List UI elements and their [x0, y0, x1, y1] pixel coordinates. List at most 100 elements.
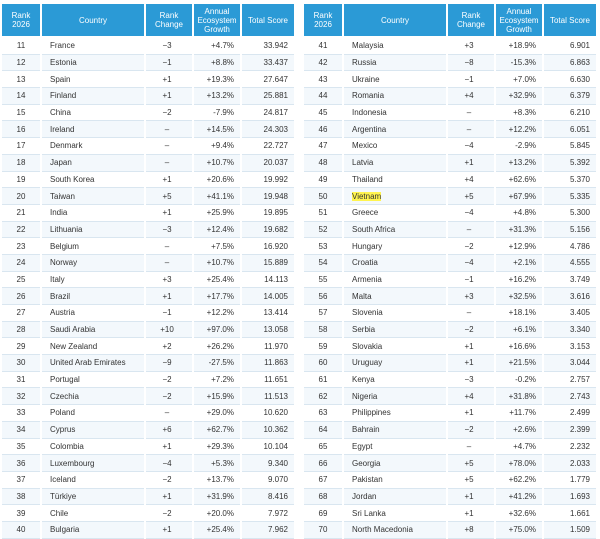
table-cell: 9.340 — [242, 455, 294, 472]
table-cell: Russia — [344, 54, 446, 72]
table-cell: −8 — [448, 54, 494, 72]
table-cell: +21.5% — [496, 355, 542, 372]
table-row: 13 Spain +1 +19.3% 27.647 — [2, 71, 294, 89]
table-cell: +29.3% — [194, 439, 240, 456]
table-cell: 3.405 — [544, 305, 596, 322]
table-cell: 44 — [304, 88, 342, 105]
table-cell: 16 — [2, 121, 40, 139]
table-cell: −1 — [146, 305, 192, 322]
table-cell: 13.414 — [242, 305, 294, 322]
table-row: 44 Romania +4 +32.9% 6.379 — [304, 88, 596, 105]
table-row: 66 Georgia +5 +78.0% 2.033 — [304, 455, 596, 472]
table-cell: +5 — [448, 188, 494, 205]
table-cell: Bahrain — [344, 421, 446, 439]
table-cell: −2 — [146, 472, 192, 489]
table-cell: France — [42, 38, 144, 55]
table-cell: +4.7% — [496, 439, 542, 456]
table-cell: +18.1% — [496, 305, 542, 322]
table-cell: −2 — [448, 238, 494, 255]
table-row: 33 Poland – +29.0% 10.620 — [2, 405, 294, 422]
table-row: 16 Ireland – +14.5% 24.303 — [2, 121, 294, 139]
table-cell: Philippines — [344, 405, 446, 422]
table-cell: −2 — [146, 505, 192, 522]
table-row: 17 Denmark – +9.4% 22.727 — [2, 138, 294, 155]
table-cell: +7.0% — [496, 71, 542, 89]
table-cell: 20 — [2, 188, 40, 205]
table-row: 63 Philippines +1 +11.7% 2.499 — [304, 405, 596, 422]
table-cell: Kenya — [344, 372, 446, 389]
table-cell: +4.7% — [194, 38, 240, 55]
table-cell: – — [146, 238, 192, 255]
table-cell: Malta — [344, 288, 446, 305]
table-cell: +5 — [146, 188, 192, 205]
table-cell: Colombia — [42, 439, 144, 456]
table: Rank 2026 Country Rank Change Annual Ecosys… — [0, 4, 296, 539]
table-row: 59 Slovakia +1 +16.6% 3.153 — [304, 338, 596, 356]
table-cell: – — [146, 138, 192, 155]
table-cell: 69 — [304, 505, 342, 522]
column-header: Country — [344, 4, 446, 38]
table-cell: – — [146, 405, 192, 422]
table-cell: 19.948 — [242, 188, 294, 205]
table-cell: +41.2% — [496, 488, 542, 506]
table-row: 67 Pakistan +5 +62.2% 1.779 — [304, 472, 596, 489]
table-cell: Lithuania — [42, 221, 144, 239]
table-cell: 42 — [304, 54, 342, 72]
table-cell: 14.005 — [242, 288, 294, 305]
table-cell: +8.8% — [194, 54, 240, 72]
table-cell: 27 — [2, 305, 40, 322]
table-row: 54 Croatia −4 +2.1% 4.555 — [304, 254, 596, 272]
table-cell: Norway — [42, 254, 144, 272]
table-cell: +31.8% — [496, 388, 542, 406]
table-cell: India — [42, 205, 144, 222]
table-cell: Italy — [42, 272, 144, 289]
table-row: 47 Mexico −4 -2.9% 5.845 — [304, 138, 596, 155]
table-row: 46 Argentina – +12.2% 6.051 — [304, 121, 596, 139]
table-cell: +5 — [448, 472, 494, 489]
table-row: 70 North Macedonia +8 +75.0% 1.509 — [304, 521, 596, 539]
table-cell: +25.4% — [194, 272, 240, 289]
table-cell: 11.863 — [242, 355, 294, 372]
table-cell: – — [146, 154, 192, 172]
table-row: 21 India +1 +25.9% 19.895 — [2, 205, 294, 222]
table-cell: 51 — [304, 205, 342, 222]
table-cell: 19.682 — [242, 221, 294, 239]
table-cell: Thailand — [344, 172, 446, 189]
table-cell: – — [448, 305, 494, 322]
table-cell: 11.513 — [242, 388, 294, 406]
table-row: 30 United Arab Emirates −9 -27.5% 11.863 — [2, 355, 294, 372]
table-cell: 45 — [304, 105, 342, 122]
table-cell: South Korea — [42, 172, 144, 189]
table-row: 42 Russia −8 -15.3% 6.863 — [304, 54, 596, 72]
table-cell: 25 — [2, 272, 40, 289]
table-cell: 19.992 — [242, 172, 294, 189]
table-cell: +1 — [146, 172, 192, 189]
table-cell: 15.889 — [242, 254, 294, 272]
table-cell: 5.300 — [544, 205, 596, 222]
table-cell: Argentina — [344, 121, 446, 139]
table-row: 69 Sri Lanka +1 +32.6% 1.661 — [304, 505, 596, 522]
table-row: 11 France −3 +4.7% 33.942 — [2, 38, 294, 55]
table-cell: 1.779 — [544, 472, 596, 489]
table-cell: +29.0% — [194, 405, 240, 422]
table-row: 26 Brazil +1 +17.7% 14.005 — [2, 288, 294, 305]
table-cell: 10.362 — [242, 421, 294, 439]
table-cell: Georgia — [344, 455, 446, 472]
table-cell: +1 — [146, 88, 192, 105]
table-cell: +10.7% — [194, 154, 240, 172]
table-cell: Luxembourg — [42, 455, 144, 472]
table-cell: +2 — [146, 338, 192, 356]
table-cell: 5.392 — [544, 154, 596, 172]
table-cell: +8 — [448, 521, 494, 539]
table-cell: +4 — [448, 88, 494, 105]
table-row: 28 Saudi Arabia +10 +97.0% 13.058 — [2, 321, 294, 339]
table-cell: 1.661 — [544, 505, 596, 522]
table-cell: +13.2% — [194, 88, 240, 105]
table-cell: −3 — [146, 221, 192, 239]
table-cell: Brazil — [42, 288, 144, 305]
table-row: 68 Jordan +1 +41.2% 1.693 — [304, 488, 596, 506]
table-cell: +1 — [146, 439, 192, 456]
table-row: 43 Ukraine −1 +7.0% 6.630 — [304, 71, 596, 89]
table-cell: +62.7% — [194, 421, 240, 439]
column-header: Annual Ecosystem Growth — [194, 4, 240, 38]
